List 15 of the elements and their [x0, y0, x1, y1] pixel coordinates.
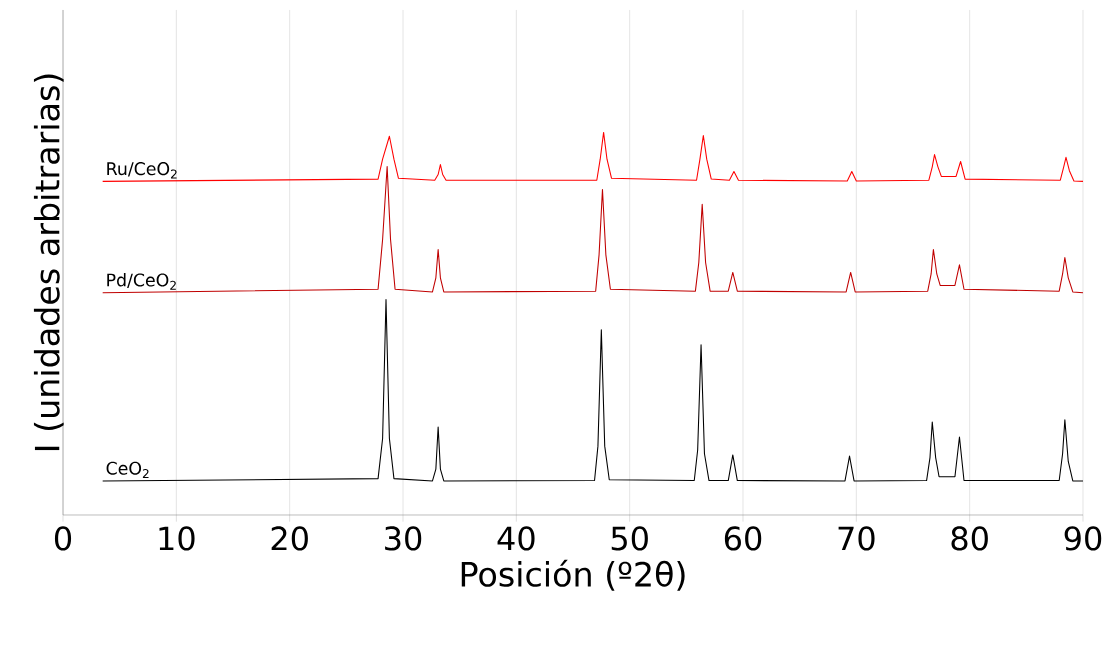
x-tick-label: 0 — [54, 526, 72, 551]
x-tick-label: 50 — [611, 526, 648, 551]
x-tick-label: 70 — [838, 526, 875, 551]
x-axis-title: Posición (º2θ) — [461, 559, 685, 591]
series-label: Ru/CeO$_{2}$ — [107, 162, 177, 179]
x-tick-label: 80 — [951, 526, 988, 551]
x-tick-label: 10 — [159, 526, 195, 551]
x-tick-label: 30 — [385, 526, 422, 551]
y-axis-title: I (unidades arbitrarias) — [33, 74, 64, 451]
series-label: CeO$_{2}$ — [106, 461, 149, 479]
x-tick-label: 90 — [1064, 526, 1102, 551]
series-label: Pd/CeO$_{2}$ — [107, 273, 176, 290]
x-tick-label: 40 — [497, 526, 535, 551]
x-tick-label: 20 — [271, 526, 308, 551]
x-tick-label: 60 — [724, 526, 762, 551]
